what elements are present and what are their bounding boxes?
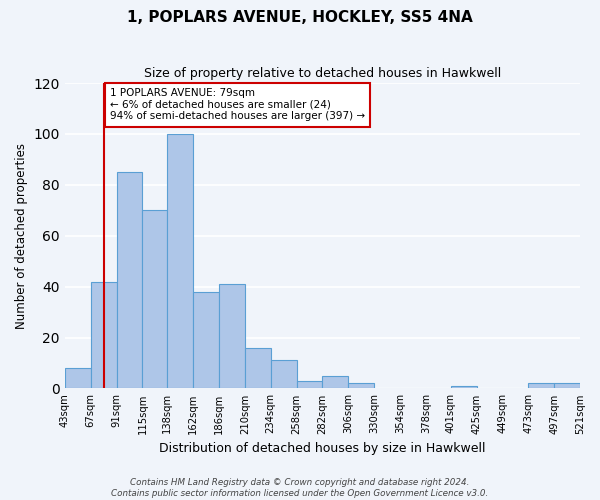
Bar: [528, 384, 554, 388]
Y-axis label: Number of detached properties: Number of detached properties: [15, 142, 28, 328]
Bar: [271, 360, 296, 388]
Bar: [322, 376, 348, 388]
Bar: [167, 134, 193, 388]
Bar: [116, 172, 142, 388]
Bar: [245, 348, 271, 389]
Bar: [554, 384, 580, 388]
Text: 1 POPLARS AVENUE: 79sqm
← 6% of detached houses are smaller (24)
94% of semi-det: 1 POPLARS AVENUE: 79sqm ← 6% of detached…: [110, 88, 365, 122]
Bar: [91, 282, 116, 389]
Text: Contains HM Land Registry data © Crown copyright and database right 2024.
Contai: Contains HM Land Registry data © Crown c…: [112, 478, 488, 498]
Bar: [451, 386, 476, 388]
Bar: [219, 284, 245, 389]
Bar: [142, 210, 167, 388]
Bar: [296, 381, 322, 388]
Bar: [348, 384, 374, 388]
Title: Size of property relative to detached houses in Hawkwell: Size of property relative to detached ho…: [144, 68, 501, 80]
X-axis label: Distribution of detached houses by size in Hawkwell: Distribution of detached houses by size …: [159, 442, 485, 455]
Text: 1, POPLARS AVENUE, HOCKLEY, SS5 4NA: 1, POPLARS AVENUE, HOCKLEY, SS5 4NA: [127, 10, 473, 25]
Bar: [193, 292, 219, 388]
Bar: [65, 368, 91, 388]
